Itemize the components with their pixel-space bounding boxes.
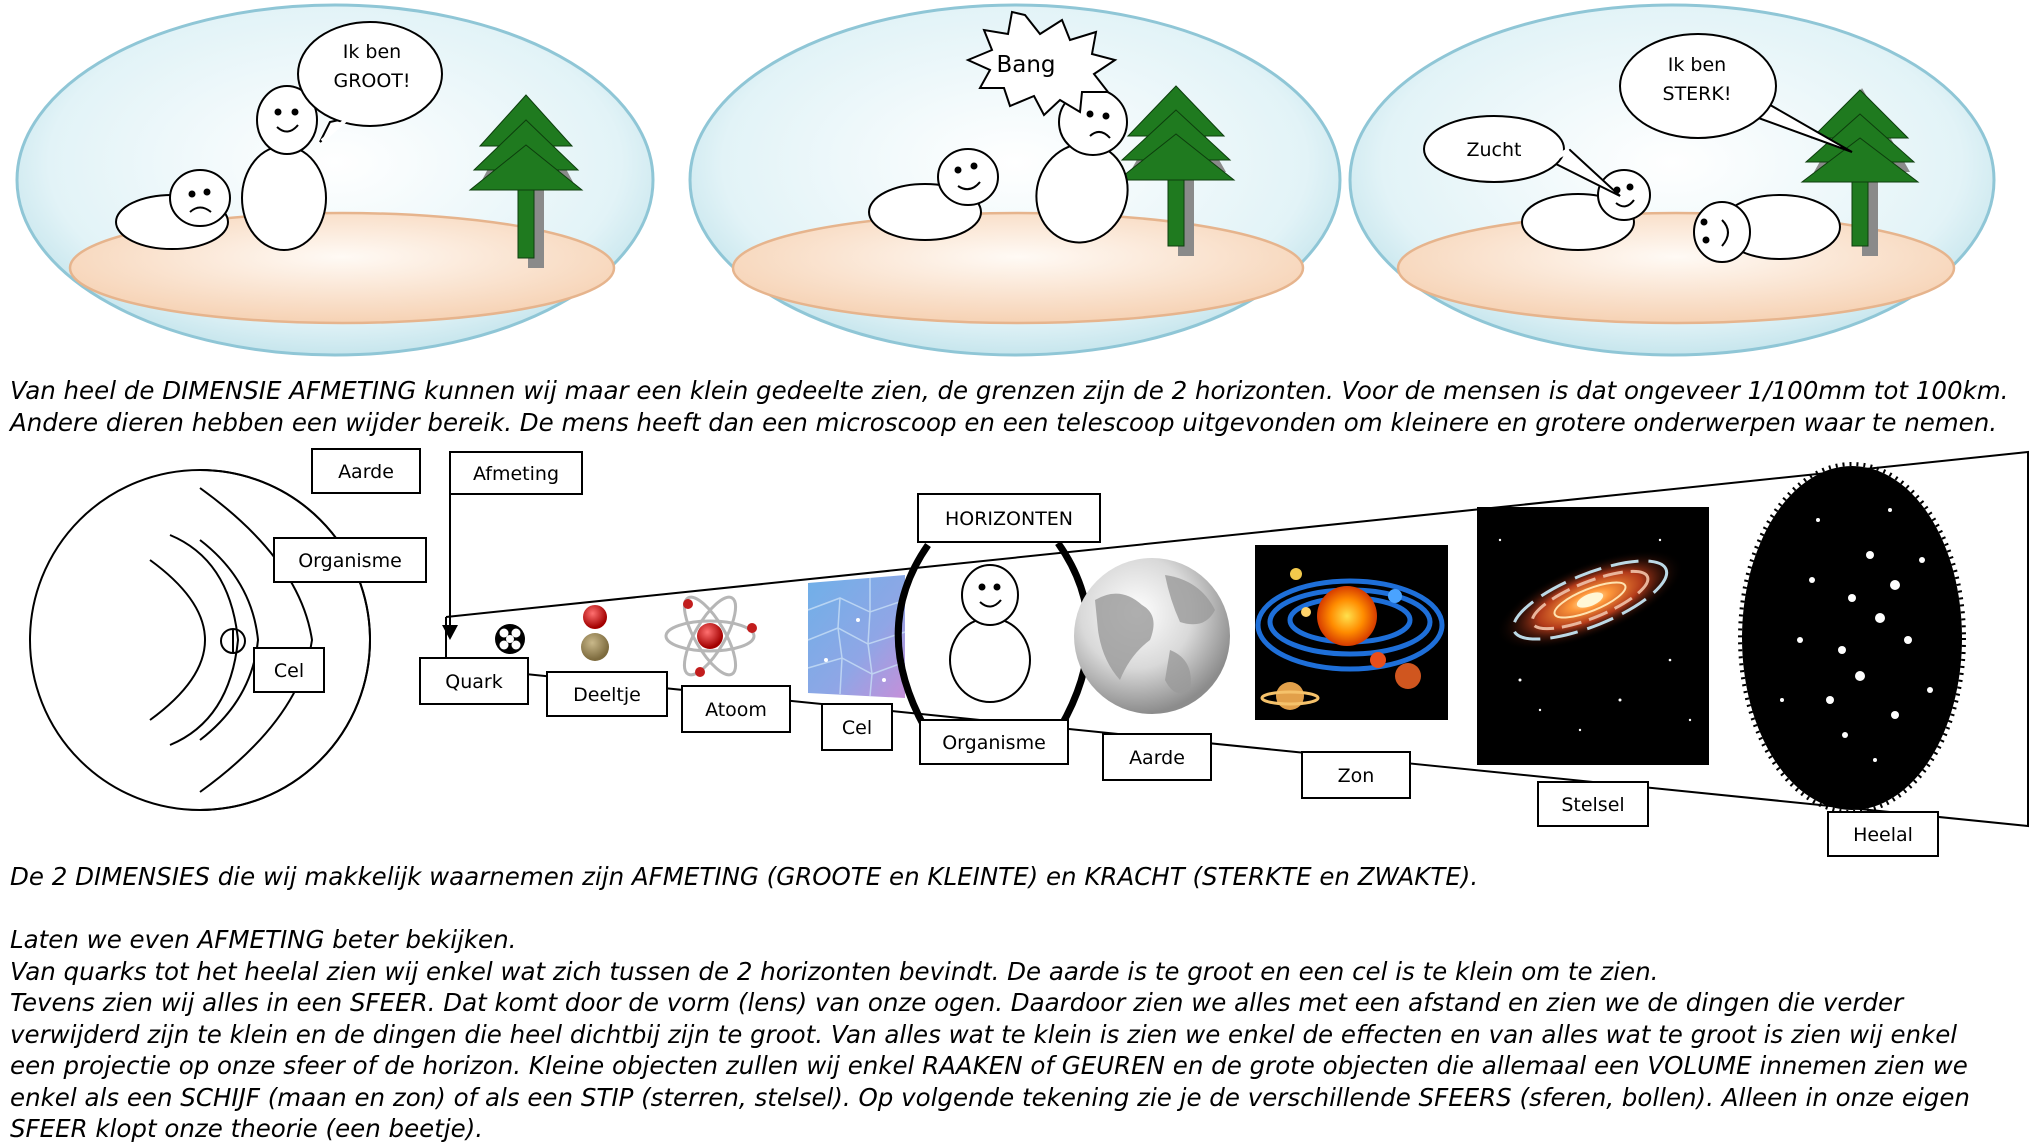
scale-label-stelsel: Stelsel bbox=[1537, 781, 1649, 827]
sphere-label-cel: Cel bbox=[253, 647, 325, 693]
afmeting-line-6: enkel als een SCHIJF (maan en zon) of al… bbox=[10, 1082, 1970, 1112]
speech-bubble: Ik ben STERK! bbox=[1619, 33, 1853, 153]
afmeting-line-7: SFEER klopt onze theorie (een beetje). bbox=[10, 1114, 484, 1143]
svg-text:Stelsel: Stelsel bbox=[1561, 794, 1624, 816]
afmeting-line-2: Van quarks tot het heelal zien wij enkel… bbox=[10, 956, 1659, 986]
scale-label-quark: Quark bbox=[419, 657, 529, 705]
shout-text: Bang bbox=[996, 52, 1055, 78]
quark-icon bbox=[495, 624, 525, 654]
sigh-bubble: Zucht bbox=[1423, 115, 1621, 197]
svg-text:HORIZONTEN: HORIZONTEN bbox=[945, 508, 1073, 530]
svg-text:Deeltje: Deeltje bbox=[573, 684, 641, 706]
earth-globe-icon bbox=[1074, 558, 1230, 714]
afmeting-line-4: verwijderd zijn te klein en de dingen di… bbox=[10, 1019, 1958, 1049]
saturn-icon bbox=[1260, 682, 1320, 710]
galaxy-icon bbox=[1477, 507, 1709, 765]
standing-figure-happy bbox=[241, 85, 327, 251]
afmeting-line-1: Laten we even AFMETING beter bekijken. bbox=[10, 925, 517, 954]
shout-bubble: Bang bbox=[965, 10, 1118, 117]
scale-label-organisme: Organisme bbox=[919, 719, 1069, 765]
scale-label-cel: Cel bbox=[821, 703, 893, 751]
tree-icon bbox=[1116, 85, 1236, 256]
afmeting-paragraph: Laten we even AFMETING beter bekijken. V… bbox=[10, 924, 2025, 1145]
comic-panel-2: Bang bbox=[688, 3, 1342, 357]
dimensions-paragraph: De 2 DIMENSIES die wij makkelijk waarnem… bbox=[10, 861, 2025, 893]
lying-figure-happy bbox=[1521, 169, 1651, 251]
speech-text-line2: STERK! bbox=[1663, 83, 1732, 105]
nested-spheres bbox=[29, 469, 372, 811]
svg-text:Afmeting: Afmeting bbox=[473, 463, 559, 485]
scale-label-aarde: Aarde bbox=[1102, 733, 1212, 781]
tree-icon bbox=[468, 94, 584, 268]
speech-bubble: Ik ben GROOT! bbox=[297, 21, 443, 143]
scale-diagram: Aarde Organisme Cel Afmeting bbox=[29, 448, 2029, 857]
sigh-text: Zucht bbox=[1467, 139, 1522, 161]
speech-text-line2: GROOT! bbox=[333, 70, 410, 92]
lying-figure-sad bbox=[115, 169, 231, 250]
svg-text:Heelal: Heelal bbox=[1853, 824, 1913, 846]
solar-system-icon bbox=[1255, 545, 1448, 720]
svg-text:Atoom: Atoom bbox=[705, 699, 767, 721]
lying-figure-happy bbox=[868, 148, 999, 241]
intro-line-1: Van heel de DIMENSIE AFMETING kunnen wij… bbox=[10, 376, 2009, 405]
afmeting-line-5: een projectie op onze sfeer of de horizo… bbox=[10, 1051, 1968, 1080]
speech-text-line1: Ik ben bbox=[1668, 54, 1726, 76]
scale-label-heelal: Heelal bbox=[1827, 811, 1939, 857]
cell-tissue-icon bbox=[807, 575, 906, 698]
afmeting-line-3: Tevens zien wij alles in een SFEER. Dat … bbox=[10, 988, 1904, 1017]
afmeting-arrow-icon bbox=[442, 495, 458, 640]
scale-label-deeltje: Deeltje bbox=[546, 671, 668, 717]
afmeting-label: Afmeting bbox=[449, 451, 583, 495]
intro-paragraph: Van heel de DIMENSIE AFMETING kunnen wij… bbox=[10, 375, 2025, 438]
lying-figure-sad bbox=[1693, 194, 1841, 263]
svg-text:Zon: Zon bbox=[1338, 765, 1375, 787]
comic-panel-3: Ik ben STERK! Zucht bbox=[1348, 3, 1996, 357]
scale-label-atoom: Atoom bbox=[681, 685, 791, 733]
dimensions-line: De 2 DIMENSIES die wij makkelijk waarnem… bbox=[10, 862, 1479, 891]
speech-text-line1: Ik ben bbox=[343, 41, 401, 63]
scale-label-zon: Zon bbox=[1301, 751, 1411, 799]
sphere-label-aarde: Aarde bbox=[311, 448, 421, 494]
svg-text:Cel: Cel bbox=[842, 717, 872, 739]
particle-icon bbox=[581, 605, 609, 661]
svg-text:Organisme: Organisme bbox=[942, 732, 1046, 754]
atom-icon bbox=[664, 595, 757, 677]
sphere-label-organisme: Organisme bbox=[273, 537, 427, 583]
universe-icon bbox=[1738, 462, 1966, 814]
svg-text:Organisme: Organisme bbox=[298, 550, 402, 572]
svg-text:Aarde: Aarde bbox=[338, 461, 394, 483]
organism-figure bbox=[949, 564, 1031, 703]
svg-text:Quark: Quark bbox=[445, 671, 502, 693]
comic-panel-1: Ik ben GROOT! bbox=[15, 3, 655, 357]
svg-text:Aarde: Aarde bbox=[1129, 747, 1185, 769]
horizonten-label: HORIZONTEN bbox=[917, 493, 1101, 543]
svg-text:Cel: Cel bbox=[274, 660, 304, 682]
intro-line-2: Andere dieren hebben een wijder bereik. … bbox=[10, 407, 1998, 437]
tree-icon bbox=[1800, 88, 1920, 256]
comic-strip: Ik ben GROOT! bbox=[15, 3, 1996, 357]
